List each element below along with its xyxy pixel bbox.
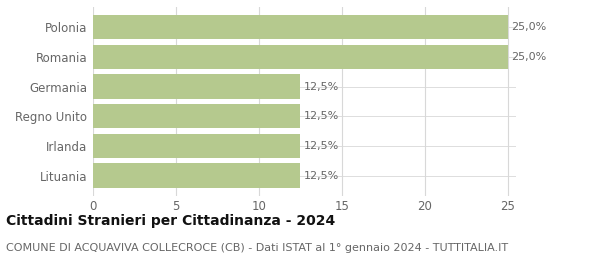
Text: 12,5%: 12,5% [304,171,339,180]
Text: COMUNE DI ACQUAVIVA COLLECROCE (CB) - Dati ISTAT al 1° gennaio 2024 - TUTTITALIA: COMUNE DI ACQUAVIVA COLLECROCE (CB) - Da… [6,243,508,253]
Text: 12,5%: 12,5% [304,141,339,151]
Bar [93,15,508,40]
Bar [93,45,508,69]
Bar [93,104,301,128]
Bar [93,163,301,188]
Text: 25,0%: 25,0% [511,22,546,32]
Text: 12,5%: 12,5% [304,111,339,121]
Text: 12,5%: 12,5% [304,82,339,92]
Bar [93,134,301,158]
Text: Cittadini Stranieri per Cittadinanza - 2024: Cittadini Stranieri per Cittadinanza - 2… [6,214,335,229]
Bar [93,74,301,99]
Text: 25,0%: 25,0% [511,52,546,62]
